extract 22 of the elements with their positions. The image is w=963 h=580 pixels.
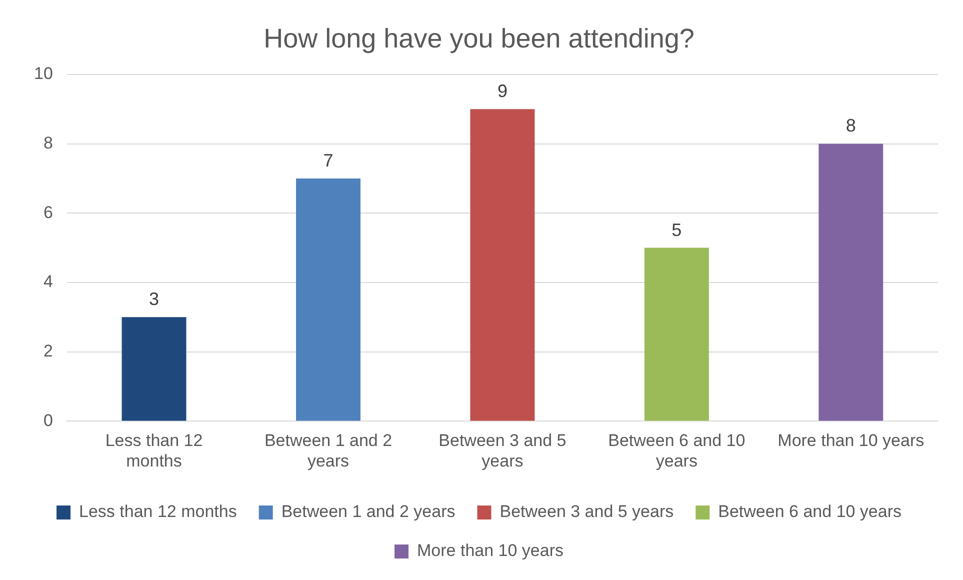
y-tick-label: 4: [43, 272, 53, 292]
legend-label: Between 3 and 5 years: [500, 502, 674, 522]
data-label: 9: [497, 81, 508, 102]
y-tick-label: 6: [43, 202, 53, 222]
x-tick-label: More than 10 years: [778, 431, 924, 450]
data-label: 3: [149, 289, 160, 310]
y-tick-label: 0: [43, 410, 53, 430]
data-label: 8: [846, 116, 856, 136]
legend-label: Between 6 and 10 years: [718, 502, 902, 522]
x-tick-label: Between 3 and 5 years: [438, 431, 566, 470]
legend-label: Less than 12 months: [79, 502, 237, 522]
data-label: 7: [323, 150, 334, 170]
x-tick-label: Between 1 and 2 years: [264, 431, 392, 470]
x-tick-label: Less than 12 months: [105, 431, 203, 470]
y-tick-label: 10: [34, 64, 53, 84]
y-tick-label: 8: [43, 133, 53, 152]
x-tick-label: Between 6 and 10 years: [608, 431, 746, 470]
data-label: 5: [672, 220, 682, 240]
legend-label: More than 10 years: [417, 541, 564, 560]
y-tick-label: 2: [43, 342, 53, 361]
legend-label: Between 1 and 2 years: [281, 502, 456, 522]
chart-title: How long have you been attending?: [264, 24, 694, 54]
